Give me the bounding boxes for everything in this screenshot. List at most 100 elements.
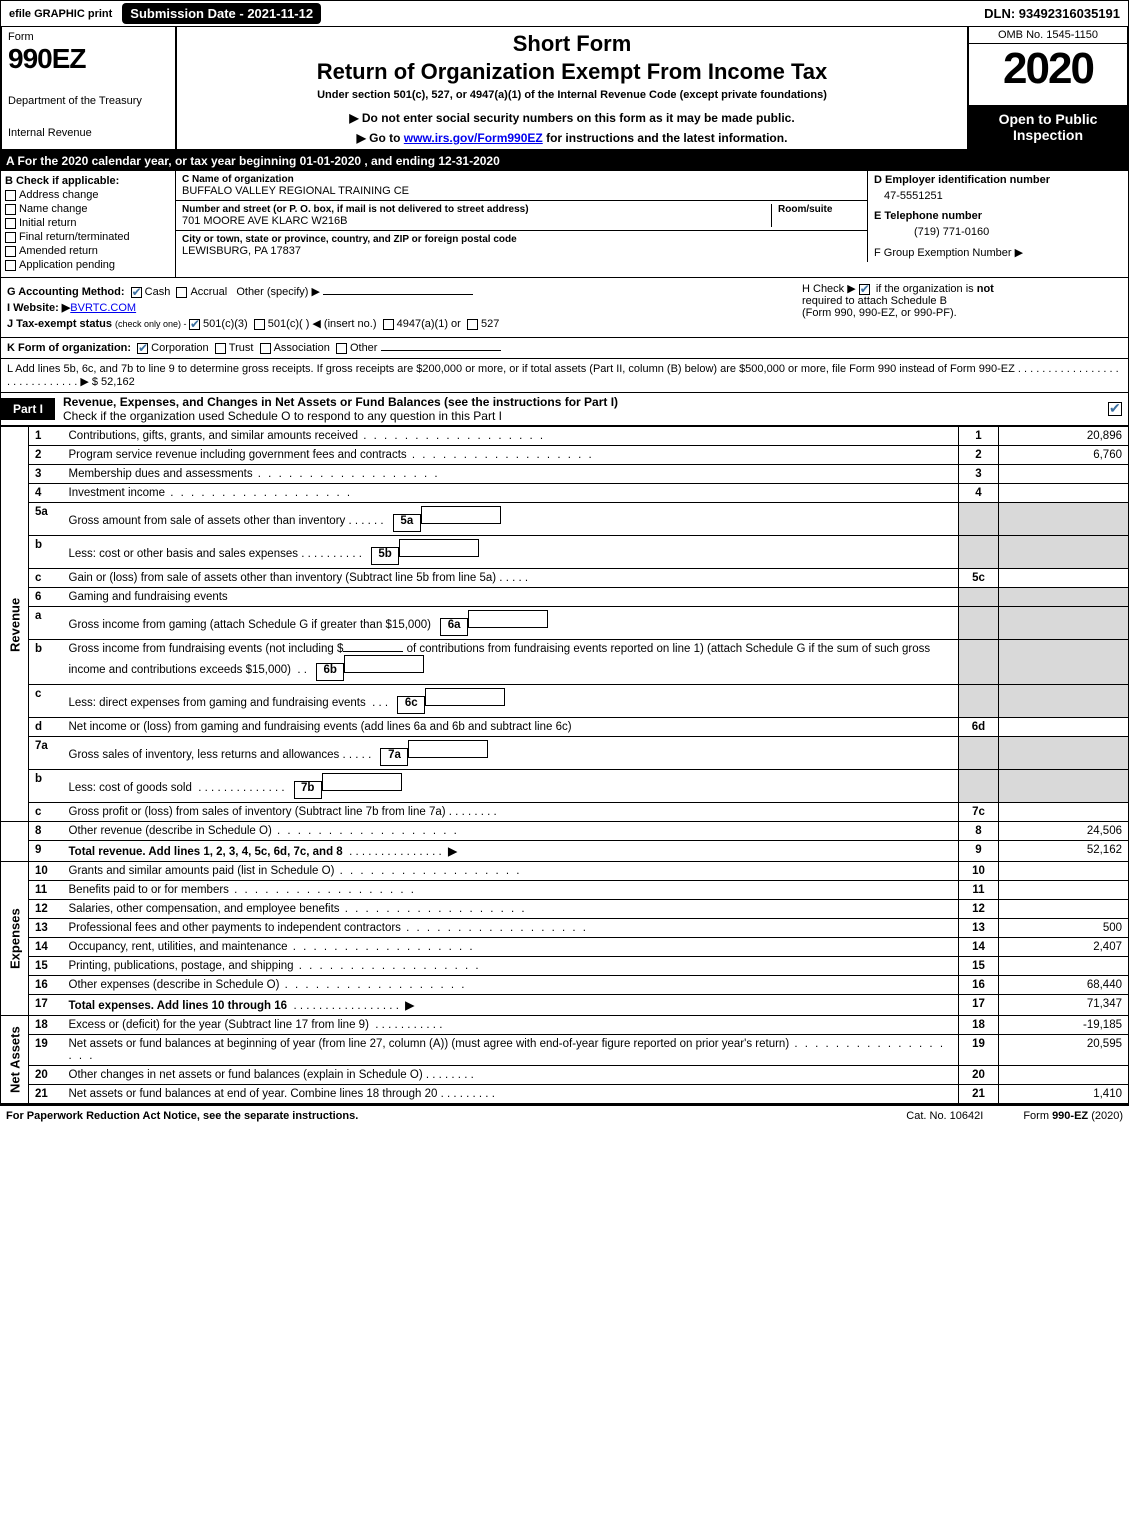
top-bar: efile GRAPHIC print Submission Date - 20… (0, 0, 1129, 27)
header-center: Short Form Return of Organization Exempt… (177, 27, 967, 149)
dept-irs: Internal Revenue (8, 127, 169, 139)
chk-address-change[interactable]: Address change (5, 189, 171, 201)
amt-6d (999, 718, 1129, 737)
ssn-warning: ▶ Do not enter social security numbers o… (183, 111, 961, 125)
tax-year: 2020 (969, 44, 1127, 94)
chk-corporation[interactable] (137, 343, 148, 354)
l-amount: 52,162 (101, 376, 135, 388)
side-revenue: Revenue (1, 427, 29, 822)
part1-header: Part I Revenue, Expenses, and Changes in… (0, 393, 1129, 426)
amt-8: 24,506 (999, 822, 1129, 841)
amt-10 (999, 862, 1129, 881)
f-group-label: F Group Exemption Number ▶ (874, 246, 1122, 259)
chk-h[interactable] (859, 284, 870, 295)
part1-title: Revenue, Expenses, and Changes in Net As… (55, 393, 1102, 425)
form-header: Form 990EZ Department of the Treasury In… (0, 27, 1129, 151)
h-check: H Check ▶ if the organization is not req… (802, 282, 1122, 333)
chk-trust[interactable] (215, 343, 226, 354)
amt-17: 71,347 (999, 995, 1129, 1016)
main-table: Revenue 1 Contributions, gifts, grants, … (0, 426, 1129, 1104)
org-name: BUFFALO VALLEY REGIONAL TRAINING CE (182, 185, 861, 197)
b-title: B Check if applicable: (5, 175, 171, 187)
tel-value: (719) 771-0160 (914, 226, 1122, 238)
chk-name-change[interactable]: Name change (5, 203, 171, 215)
form-word: Form (8, 31, 169, 43)
e-tel-label: E Telephone number (874, 210, 1122, 222)
c-city-label: City or town, state or province, country… (182, 234, 861, 245)
chk-other-org[interactable] (336, 343, 347, 354)
header-left: Form 990EZ Department of the Treasury In… (2, 27, 177, 149)
side-expenses: Expenses (1, 862, 29, 1016)
amt-13: 500 (999, 919, 1129, 938)
chk-association[interactable] (260, 343, 271, 354)
chk-application-pending[interactable]: Application pending (5, 259, 171, 271)
chk-cash[interactable] (131, 287, 142, 298)
section-def: D Employer identification number 47-5551… (868, 171, 1128, 262)
footer-cat: Cat. No. 10642I (906, 1110, 983, 1122)
footer: For Paperwork Reduction Act Notice, see … (0, 1104, 1129, 1126)
amt-12 (999, 900, 1129, 919)
org-city: LEWISBURG, PA 17837 (182, 245, 861, 257)
section-c: C Name of organization BUFFALO VALLEY RE… (176, 171, 868, 262)
amt-14: 2,407 (999, 938, 1129, 957)
submission-date: Submission Date - 2021-11-12 (122, 3, 321, 24)
amt-9: 52,162 (999, 841, 1129, 862)
chk-501c[interactable] (254, 319, 265, 330)
chk-accrual[interactable] (176, 287, 187, 298)
ein-value: 47-5551251 (884, 190, 1122, 202)
amt-18: -19,185 (999, 1016, 1129, 1035)
c-name-label: C Name of organization (182, 174, 861, 185)
d-ein-label: D Employer identification number (874, 174, 1122, 186)
goto-post: for instructions and the latest informat… (543, 131, 788, 145)
goto-line: ▶ Go to www.irs.gov/Form990EZ for instru… (183, 131, 961, 145)
org-street: 701 MOORE AVE KLARC W216B (182, 215, 771, 227)
amt-7c (999, 803, 1129, 822)
section-a: A For the 2020 calendar year, or tax yea… (0, 151, 1129, 171)
dln: DLN: 93492316035191 (976, 3, 1128, 24)
chk-amended-return[interactable]: Amended return (5, 245, 171, 257)
amt-19: 20,595 (999, 1035, 1129, 1066)
amt-3 (999, 465, 1129, 484)
chk-initial-return[interactable]: Initial return (5, 217, 171, 229)
amt-1: 20,896 (999, 427, 1129, 446)
amt-16: 68,440 (999, 976, 1129, 995)
chk-501c3[interactable] (189, 319, 200, 330)
section-ghi: G Accounting Method: Cash Accrual Other … (0, 278, 1129, 338)
chk-final-return[interactable]: Final return/terminated (5, 231, 171, 243)
chk-4947[interactable] (383, 319, 394, 330)
section-cd: C Name of organization BUFFALO VALLEY RE… (176, 171, 1128, 277)
amt-21: 1,410 (999, 1085, 1129, 1104)
website-link[interactable]: BVRTC.COM (70, 302, 136, 314)
amt-2: 6,760 (999, 446, 1129, 465)
c-street-label: Number and street (or P. O. box, if mail… (182, 204, 771, 215)
omb-number: OMB No. 1545-1150 (969, 27, 1127, 44)
chk-527[interactable] (467, 319, 478, 330)
dept-treasury: Department of the Treasury (8, 95, 169, 107)
under-section: Under section 501(c), 527, or 4947(a)(1)… (183, 89, 961, 101)
room-label: Room/suite (778, 204, 861, 215)
efile-label[interactable]: efile GRAPHIC print (1, 5, 120, 23)
short-form: Short Form (183, 31, 961, 57)
l-gross-receipts: L Add lines 5b, 6c, and 7b to line 9 to … (0, 359, 1129, 393)
form-title: Return of Organization Exempt From Incom… (183, 59, 961, 85)
amt-4 (999, 484, 1129, 503)
g-accounting: G Accounting Method: Cash Accrual Other … (7, 285, 802, 298)
k-form-org: K Form of organization: Corporation Trus… (0, 338, 1129, 359)
header-right: OMB No. 1545-1150 2020 Open to Public In… (967, 27, 1127, 149)
section-b: B Check if applicable: Address change Na… (1, 171, 176, 277)
i-website: I Website: ▶BVRTC.COM (7, 301, 802, 314)
goto-pre: ▶ Go to (357, 131, 404, 145)
footer-left: For Paperwork Reduction Act Notice, see … (6, 1110, 906, 1122)
amt-20 (999, 1066, 1129, 1085)
info-bcd: B Check if applicable: Address change Na… (0, 171, 1129, 278)
footer-right: Form 990-EZ (2020) (1023, 1110, 1123, 1122)
goto-link[interactable]: www.irs.gov/Form990EZ (404, 131, 543, 145)
part1-check[interactable] (1108, 402, 1122, 416)
open-inspection: Open to Public Inspection (969, 105, 1127, 149)
amt-15 (999, 957, 1129, 976)
part1-tag: Part I (1, 398, 55, 420)
amt-11 (999, 881, 1129, 900)
side-netassets: Net Assets (1, 1016, 29, 1104)
form-number: 990EZ (8, 43, 169, 75)
j-tax-exempt: J Tax-exempt status (check only one) - 5… (7, 317, 802, 330)
